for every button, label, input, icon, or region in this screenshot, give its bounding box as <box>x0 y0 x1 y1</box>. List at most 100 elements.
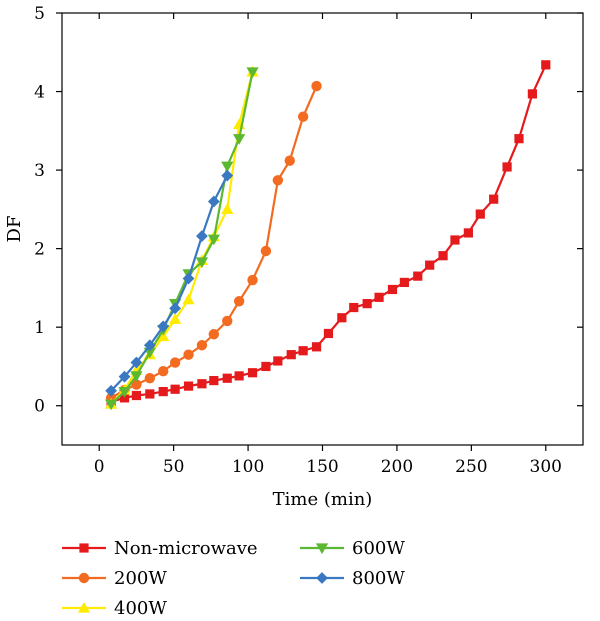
data-point <box>197 379 207 389</box>
data-point <box>323 328 334 339</box>
legend-label: 400W <box>114 598 167 619</box>
data-point <box>234 371 244 381</box>
y-tick-label: 5 <box>34 4 45 24</box>
data-point <box>221 169 234 182</box>
data-point <box>118 387 131 398</box>
data-point <box>450 235 460 245</box>
data-point <box>247 368 258 378</box>
data-point <box>130 356 143 369</box>
legend-marker <box>79 543 89 553</box>
y-tick-label: 3 <box>34 161 45 181</box>
data-point <box>195 257 209 269</box>
x-tick-label: 150 <box>306 457 338 477</box>
data-point <box>222 315 233 327</box>
series-4 <box>105 169 234 397</box>
data-point <box>260 245 272 257</box>
data-point <box>514 134 524 144</box>
data-point <box>438 251 448 261</box>
x-tick-label: 50 <box>163 457 185 477</box>
legend-item-0: Non-microwave <box>62 538 258 559</box>
data-point <box>233 296 245 307</box>
data-point <box>157 320 170 333</box>
y-axis-title: DF <box>4 216 25 243</box>
legend-label: 200W <box>114 568 167 589</box>
data-point <box>105 384 118 397</box>
data-point <box>311 80 322 92</box>
data-point <box>158 386 168 397</box>
data-point <box>131 390 142 401</box>
legend-marker <box>315 543 329 555</box>
data-point <box>208 329 220 340</box>
data-point <box>463 228 473 238</box>
data-point <box>298 346 308 356</box>
data-point <box>425 260 435 270</box>
legend-label: Non-microwave <box>114 538 258 559</box>
legend-label: 600W <box>352 538 405 559</box>
series-1 <box>105 80 322 404</box>
legend-marker <box>77 601 91 613</box>
legend: Non-microwave 200W 400W 600W 800W <box>62 538 405 619</box>
data-point <box>169 313 182 324</box>
legend-marker <box>78 572 90 584</box>
x-tick-label: 300 <box>530 457 562 477</box>
data-point <box>183 381 194 391</box>
data-point <box>297 111 309 122</box>
series-2 <box>105 65 259 409</box>
data-point <box>144 373 156 384</box>
data-point <box>337 313 347 323</box>
x-tick-label: 200 <box>381 457 413 477</box>
data-point <box>183 349 194 360</box>
data-point <box>374 292 384 302</box>
data-point <box>502 162 512 172</box>
data-point <box>157 330 170 342</box>
data-point <box>489 194 499 204</box>
data-point <box>311 342 322 352</box>
data-point <box>475 209 485 219</box>
data-point <box>362 299 372 309</box>
axes: 0 50 100 150 200 250 300 0 1 2 3 4 5 <box>34 4 584 477</box>
data-point <box>158 365 169 377</box>
data-point <box>261 361 271 372</box>
data-point <box>221 203 234 214</box>
x-axis-title: Time (min) <box>273 489 373 510</box>
legend-marker <box>316 572 328 584</box>
legend-item-1: 200W <box>62 568 167 589</box>
series-0 <box>106 60 551 407</box>
data-point <box>131 379 142 390</box>
data-point <box>169 357 181 368</box>
data-point <box>541 60 551 70</box>
series-line <box>110 71 254 405</box>
data-point <box>527 89 537 99</box>
data-point <box>399 277 409 288</box>
data-point <box>247 274 258 286</box>
data-point <box>349 302 359 313</box>
data-point <box>196 340 208 351</box>
data-point <box>222 373 232 383</box>
data-point <box>118 370 131 383</box>
x-tick-label: 250 <box>455 457 487 477</box>
data-point <box>221 161 234 173</box>
series-line <box>110 71 254 405</box>
plot-frame <box>61 12 584 446</box>
data-point <box>169 302 182 315</box>
data-point <box>145 389 155 399</box>
y-tick-label: 0 <box>34 397 45 417</box>
y-tick-label: 1 <box>34 318 45 338</box>
data-point <box>196 230 208 242</box>
data-point <box>207 234 220 246</box>
x-tick-label: 100 <box>232 457 264 477</box>
x-tick-label: 0 <box>94 457 105 477</box>
y-tick-label: 4 <box>34 83 45 103</box>
data-point <box>413 271 423 281</box>
data-point <box>105 399 118 411</box>
data-point <box>170 384 180 394</box>
data-point <box>182 293 195 305</box>
data-point <box>130 371 143 382</box>
series-line <box>110 64 547 403</box>
legend-item-3: 600W <box>300 538 405 559</box>
data-point <box>209 375 219 386</box>
series-line <box>110 175 229 392</box>
data-point <box>284 155 295 166</box>
data-point <box>273 356 283 366</box>
